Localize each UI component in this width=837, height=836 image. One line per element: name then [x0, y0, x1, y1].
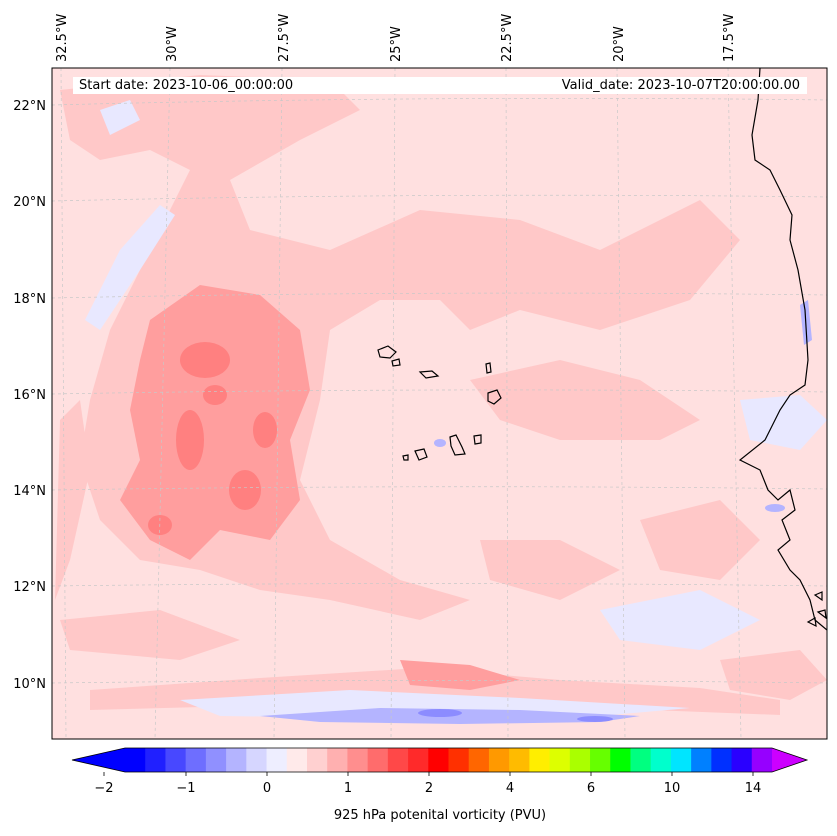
lat-label: 10°N — [13, 677, 46, 692]
colorbar-segment — [711, 748, 733, 772]
coastlines — [377, 68, 827, 631]
lat-label: 20°N — [13, 195, 46, 210]
colorbar-segment — [347, 748, 369, 772]
lon-label: 20°W — [612, 26, 627, 62]
colorbar-segment — [751, 748, 773, 772]
colorbar-tick-label: 10 — [664, 781, 681, 796]
colorbar-segment — [306, 748, 328, 772]
colorbar-segment — [610, 748, 631, 772]
island-fogo — [414, 448, 428, 461]
colorbar-segment — [448, 748, 470, 772]
colorbar-segment — [670, 748, 692, 772]
bijagos-islands — [806, 591, 827, 628]
valid-date-box: Valid_date: 2023-10-07T20:00:00.00 — [423, 77, 807, 94]
colorbar-segment — [145, 748, 166, 772]
colorbar-segment — [125, 748, 146, 772]
island-maio — [473, 434, 482, 445]
pv-low-contours — [85, 100, 827, 718]
colorbar-low-extension — [72, 748, 125, 772]
island-santo-antao — [377, 345, 397, 359]
island-brava — [402, 454, 409, 461]
lon-label: 32.5°W — [55, 14, 70, 62]
island-sao-nicolau — [418, 370, 440, 379]
start-date-label: Start date: 2023-10-06_00:00:00 — [79, 78, 294, 93]
graticule — [52, 68, 827, 739]
colorbar-tick-label: −2 — [94, 781, 113, 796]
colorbar-segment — [367, 748, 389, 772]
colorbar-segment — [165, 748, 187, 772]
latitude-labels: 22°N 20°N 18°N 16°N 14°N 12°N 10°N — [13, 99, 46, 692]
pv-field — [52, 68, 827, 739]
colorbar: −2 −1 0 1 2 4 6 10 14 — [71, 747, 809, 796]
colorbar-segment — [549, 748, 571, 772]
colorbar-segment — [691, 748, 712, 772]
lat-label: 16°N — [13, 388, 46, 403]
longitude-labels: 32.5°W 30°W 27.5°W 25°W 22.5°W 20°W 17.5… — [55, 14, 737, 62]
colorbar-tick-label: 4 — [506, 781, 514, 796]
lat-label: 18°N — [13, 292, 46, 307]
lat-label: 14°N — [13, 484, 46, 499]
colorbar-tick-label: 14 — [745, 781, 762, 796]
lon-label: 25°W — [389, 26, 404, 62]
lon-label: 22.5°W — [500, 14, 515, 62]
colorbar-segment — [185, 748, 207, 772]
start-date-box: Start date: 2023-10-06_00:00:00 — [73, 77, 429, 94]
colorbar-segment — [590, 748, 611, 772]
colorbar-tick-label: 1 — [344, 781, 352, 796]
island-santiago — [449, 434, 466, 456]
colorbar-high-extension — [772, 748, 807, 772]
colorbar-outline — [71, 747, 809, 773]
colorbar-segment — [428, 748, 449, 772]
island-sal — [485, 362, 492, 374]
colorbar-segment — [509, 748, 530, 772]
colorbar-tick-label: 6 — [587, 781, 595, 796]
colorbar-segment — [266, 748, 288, 772]
africa-coastline — [738, 68, 827, 631]
colorbar-segment — [468, 748, 490, 772]
lat-label: 22°N — [13, 99, 46, 114]
island-sao-vicente — [391, 358, 401, 367]
colorbar-segment — [387, 748, 409, 772]
lon-label: 17.5°W — [722, 14, 737, 62]
island-boa-vista — [487, 389, 502, 405]
lat-label: 12°N — [13, 580, 46, 595]
colorbar-segment — [488, 748, 510, 772]
colorbar-segment — [630, 748, 652, 772]
colorbar-tick-labels: −2 −1 0 1 2 4 6 10 14 — [94, 781, 761, 796]
colorbar-segment — [529, 748, 551, 772]
colorbar-tick-label: 2 — [425, 781, 433, 796]
colorbar-title: 925 hPa potenital vorticity (PVU) — [333, 808, 547, 823]
colorbar-segment — [226, 748, 247, 772]
pv-peak-contours — [148, 342, 277, 535]
colorbar-segment — [569, 748, 591, 772]
valid-date-label: Valid_date: 2023-10-07T20:00:00.00 — [561, 78, 800, 93]
pv-high-contours — [120, 285, 520, 690]
colorbar-tick-label: −1 — [176, 781, 195, 796]
pv-min-contours — [418, 709, 613, 722]
colorbar-segment — [408, 748, 429, 772]
colorbar-segment — [731, 748, 753, 772]
colorbar-segments — [125, 748, 773, 772]
colorbar-segment — [286, 748, 308, 772]
colorbar-segment — [327, 748, 348, 772]
map-frame — [51, 67, 828, 740]
colorbar-ticks — [103, 772, 754, 776]
lon-label: 27.5°W — [277, 14, 292, 62]
colorbar-segment — [650, 748, 672, 772]
colorbar-segment — [205, 748, 227, 772]
colorbar-tick-label: 0 — [263, 781, 271, 796]
colorbar-segment — [246, 748, 268, 772]
lon-label: 30°W — [165, 26, 180, 62]
